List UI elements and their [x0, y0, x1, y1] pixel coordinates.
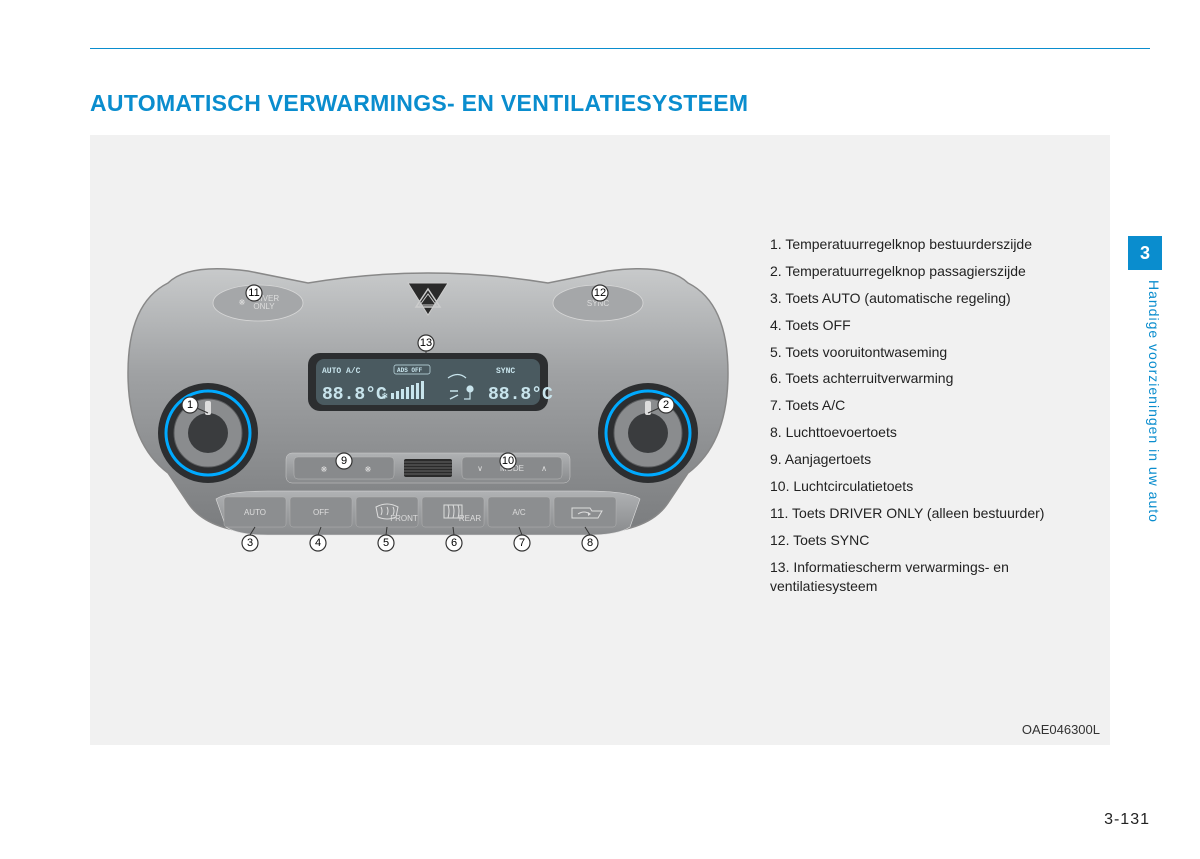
- svg-text:9: 9: [341, 455, 347, 467]
- svg-text:88.8°C: 88.8°C: [322, 385, 387, 405]
- legend-item: 6. Toets achterruitverwarming: [770, 369, 1100, 388]
- svg-text:4: 4: [315, 537, 321, 549]
- callout-1: 1: [182, 397, 198, 413]
- callout-9: 9: [336, 453, 352, 469]
- callout-12: 12: [592, 285, 608, 301]
- callout-7: 7: [514, 535, 530, 551]
- page-number: 3-131: [1104, 811, 1150, 829]
- svg-text:AUTO A/C: AUTO A/C: [322, 367, 361, 376]
- chapter-side-label: Handige voorzieningen in uw auto: [1128, 280, 1162, 523]
- callout-5: 5: [378, 535, 394, 551]
- fan-down-icon: ❋: [321, 465, 328, 474]
- svg-text:REAR: REAR: [459, 514, 481, 523]
- callout-3: 3: [242, 535, 258, 551]
- svg-text:ADS OFF: ADS OFF: [397, 367, 423, 374]
- legend-item: 12. Toets SYNC: [770, 531, 1100, 550]
- callout-legend: 1. Temperatuurregelknop bestuurderszijde…: [770, 235, 1100, 603]
- top-divider: [90, 48, 1150, 49]
- svg-text:ONLY: ONLY: [253, 302, 275, 311]
- svg-text:13: 13: [420, 337, 432, 349]
- legend-item: 10. Luchtcirculatietoets: [770, 477, 1100, 496]
- legend-item: 5. Toets vooruitontwaseming: [770, 343, 1100, 362]
- svg-text:88.8°C: 88.8°C: [488, 385, 553, 405]
- svg-text:FRONT: FRONT: [390, 514, 418, 523]
- climate-panel-illustration: DRIVER ONLY ❋ SYNC AUTO A/C 88.8°C SYNC …: [108, 233, 748, 578]
- chapter-tab: 3: [1128, 236, 1162, 270]
- legend-item: 8. Luchttoevoertoets: [770, 423, 1100, 442]
- callout-4: 4: [310, 535, 326, 551]
- figure-container: DRIVER ONLY ❋ SYNC AUTO A/C 88.8°C SYNC …: [90, 135, 1110, 745]
- manual-page: AUTOMATISCH VERWARMINGS- EN VENTILATIESY…: [0, 0, 1200, 859]
- callout-11: 11: [246, 285, 262, 301]
- svg-text:11: 11: [248, 287, 259, 299]
- svg-text:2: 2: [663, 399, 669, 411]
- figure-code: OAE046300L: [1022, 722, 1100, 737]
- svg-text:5: 5: [383, 537, 389, 549]
- snowflake-icon: ❄: [382, 392, 389, 403]
- svg-text:A/C: A/C: [512, 508, 526, 517]
- page-title: AUTOMATISCH VERWARMINGS- EN VENTILATIESY…: [90, 90, 1150, 117]
- svg-text:SYNC: SYNC: [496, 367, 515, 376]
- svg-text:7: 7: [519, 537, 525, 549]
- callout-10: 10: [500, 453, 516, 469]
- svg-text:12: 12: [594, 287, 606, 299]
- legend-item: 11. Toets DRIVER ONLY (alleen bestuurder…: [770, 504, 1100, 523]
- svg-text:10: 10: [502, 455, 514, 467]
- chevron-down-icon: ∨: [477, 464, 483, 473]
- callout-2: 2: [658, 397, 674, 413]
- chevron-up-icon: ∧: [541, 464, 547, 473]
- svg-text:8: 8: [587, 537, 593, 549]
- legend-item: 7. Toets A/C: [770, 396, 1100, 415]
- legend-item: 13. Informatiescherm verwarmings- en ven…: [770, 558, 1100, 596]
- fan-up-icon: ❋: [365, 465, 372, 474]
- svg-text:OFF: OFF: [313, 508, 329, 517]
- legend-item: 1. Temperatuurregelknop bestuurderszijde: [770, 235, 1100, 254]
- legend-item: 9. Aanjagertoets: [770, 450, 1100, 469]
- svg-text:6: 6: [451, 537, 457, 549]
- callout-13: 13: [418, 335, 434, 351]
- legend-item: 2. Temperatuurregelknop passagierszijde: [770, 262, 1100, 281]
- legend-item: 4. Toets OFF: [770, 316, 1100, 335]
- vent-grille: [404, 459, 452, 477]
- callout-6: 6: [446, 535, 462, 551]
- legend-item: 3. Toets AUTO (automatische regeling): [770, 289, 1100, 308]
- callout-8: 8: [582, 535, 598, 551]
- climate-panel-svg: DRIVER ONLY ❋ SYNC AUTO A/C 88.8°C SYNC …: [108, 233, 748, 573]
- svg-text:1: 1: [187, 399, 193, 411]
- fan-icon: ❋: [239, 298, 246, 307]
- svg-text:3: 3: [247, 537, 253, 549]
- svg-text:AUTO: AUTO: [244, 508, 266, 517]
